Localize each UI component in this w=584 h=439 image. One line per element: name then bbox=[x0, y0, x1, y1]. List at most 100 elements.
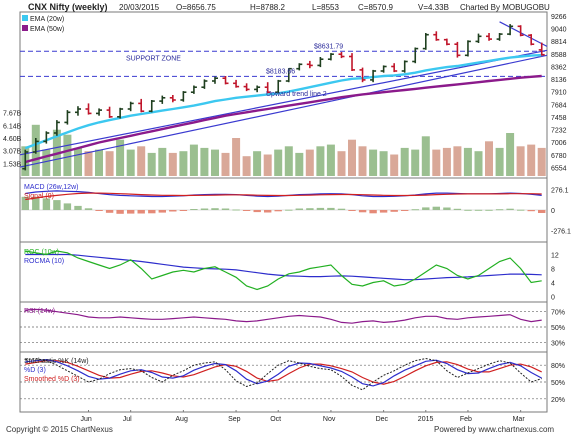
legend-label: Signal (9) bbox=[24, 193, 54, 200]
roc-tick-label: 12 bbox=[551, 253, 559, 260]
rsi-tick-label: 70% bbox=[551, 310, 565, 317]
x-tick-label: Nov bbox=[323, 416, 336, 423]
macd-histogram-bar bbox=[95, 210, 103, 211]
macd-histogram-bar bbox=[84, 208, 93, 210]
macd-histogram-bar bbox=[517, 209, 525, 211]
x-tick-label: Feb bbox=[460, 416, 472, 423]
macd-histogram-bar bbox=[148, 210, 156, 214]
volume-bar bbox=[221, 152, 230, 176]
volume-bar bbox=[326, 144, 335, 176]
k-line bbox=[25, 357, 542, 391]
price-tick-label: 7006 bbox=[551, 140, 567, 147]
legend-label: ROC (10w) bbox=[24, 249, 59, 256]
x-tick-label: Mar bbox=[513, 416, 526, 423]
close-readout: C=8570.9 bbox=[358, 3, 393, 12]
macd-histogram-bar bbox=[538, 210, 546, 213]
volume-bar bbox=[411, 149, 420, 176]
volume-bar bbox=[200, 147, 209, 176]
volume-bar bbox=[242, 156, 251, 176]
signal-line bbox=[25, 192, 542, 201]
price-tick-label: 6554 bbox=[551, 165, 567, 172]
macd-histogram-bar bbox=[74, 205, 82, 210]
volume-bar bbox=[253, 151, 262, 176]
ema50-line bbox=[24, 74, 542, 164]
price-tick-label: 6780 bbox=[551, 153, 567, 160]
macd-histogram-bar bbox=[348, 210, 356, 211]
x-tick-label: Jul bbox=[123, 416, 132, 423]
macd-histogram-bar bbox=[327, 207, 335, 210]
volume-bar bbox=[63, 134, 72, 176]
volume-bar bbox=[179, 151, 188, 176]
macd-histogram-bar bbox=[253, 210, 261, 213]
volume-bar bbox=[263, 154, 272, 176]
rsi-line bbox=[25, 308, 542, 324]
volume-bar bbox=[432, 149, 441, 176]
legend-label: MACD (26w,12w) bbox=[24, 184, 78, 191]
volume-bar bbox=[348, 139, 356, 176]
macd-histogram-bar bbox=[264, 210, 272, 213]
volume-tick-label: 1.53B bbox=[3, 161, 22, 168]
legend-label: %D (3) bbox=[24, 367, 46, 374]
macd-histogram-bar bbox=[453, 208, 462, 210]
upward-trend-line bbox=[19, 49, 548, 156]
volume-bar bbox=[527, 144, 536, 176]
macd-histogram-bar bbox=[369, 210, 377, 214]
volume-bar bbox=[369, 149, 378, 176]
legend-label: EMA (50w) bbox=[30, 26, 64, 33]
macd-histogram-bar bbox=[274, 210, 282, 212]
low-readout: L=8553 bbox=[312, 3, 339, 12]
volume-bar bbox=[147, 152, 156, 176]
macd-histogram-bar bbox=[127, 210, 135, 214]
macd-histogram-bar bbox=[211, 208, 219, 210]
macd-histogram-bar bbox=[474, 209, 483, 211]
volume-bar bbox=[537, 147, 546, 176]
ema20-line bbox=[24, 53, 542, 150]
volume-bar bbox=[400, 147, 409, 176]
volume-bar bbox=[358, 146, 367, 176]
open-readout: O=8656.75 bbox=[176, 3, 216, 12]
high-readout: H=8788.2 bbox=[250, 3, 285, 12]
macd-histogram-bar bbox=[316, 207, 325, 210]
volume-bar bbox=[485, 141, 493, 176]
volume-bar bbox=[126, 149, 135, 176]
macd-histogram-bar bbox=[306, 208, 314, 210]
price-tick-label: 9040 bbox=[551, 27, 567, 34]
x-axis: Jun Jul Aug Sep Oct Nov Dec 2015 Feb Mar bbox=[81, 410, 526, 423]
legend-label: ROCMA (10) bbox=[24, 258, 64, 265]
roc-tick-label: 4 bbox=[551, 281, 555, 288]
macd-histogram-bar bbox=[527, 210, 535, 212]
macd-histogram-bar bbox=[443, 207, 451, 210]
down-trend-line bbox=[499, 21, 548, 47]
macd-histogram-bar bbox=[506, 208, 514, 210]
macd-histogram-bar bbox=[158, 210, 166, 213]
volume-bar bbox=[506, 133, 515, 176]
volume-bar bbox=[232, 138, 241, 176]
macd-histogram-bar bbox=[432, 206, 440, 210]
powered-by-text: Powered by www.chartnexus.com bbox=[434, 425, 554, 434]
roc-tick-label: 8 bbox=[551, 267, 555, 274]
trend-line-label: Upward trend line 2 bbox=[266, 91, 327, 98]
stochastic-tick-label: 50% bbox=[551, 380, 565, 387]
volume-bar bbox=[442, 147, 451, 176]
volume-bar bbox=[463, 147, 472, 176]
macd-histogram-bar bbox=[232, 209, 240, 211]
roc-line bbox=[25, 250, 542, 291]
macd-histogram-bar bbox=[53, 200, 61, 210]
macd-histogram-bar bbox=[485, 209, 493, 211]
support-price-label: $8631.79 bbox=[314, 43, 343, 50]
macd-panel: 276.1 0 -276.1 MACD (26w,12w) Signal (9) bbox=[20, 184, 571, 236]
date-readout: 20/03/2015 bbox=[119, 3, 160, 12]
macd-histogram-bar bbox=[495, 209, 504, 211]
stochastic-panel: 80% 50% 20% Stochastic %K (14w) %D (3) Smooth… bbox=[20, 357, 565, 404]
volume-bar bbox=[305, 149, 314, 176]
chart-title: CNX Nifty (weekly) bbox=[28, 2, 108, 12]
volume-bar bbox=[284, 146, 293, 176]
volume-tick-label: 6.14B bbox=[3, 123, 22, 130]
macd-tick-label: -276.1 bbox=[551, 229, 571, 236]
rsi-tick-label: 50% bbox=[551, 325, 565, 332]
macd-histogram-bar bbox=[422, 207, 430, 210]
macd-histogram-bar bbox=[137, 210, 145, 214]
volume-bar bbox=[116, 139, 125, 176]
x-tick-label: Sep bbox=[228, 416, 241, 423]
legend-swatch bbox=[22, 25, 28, 31]
